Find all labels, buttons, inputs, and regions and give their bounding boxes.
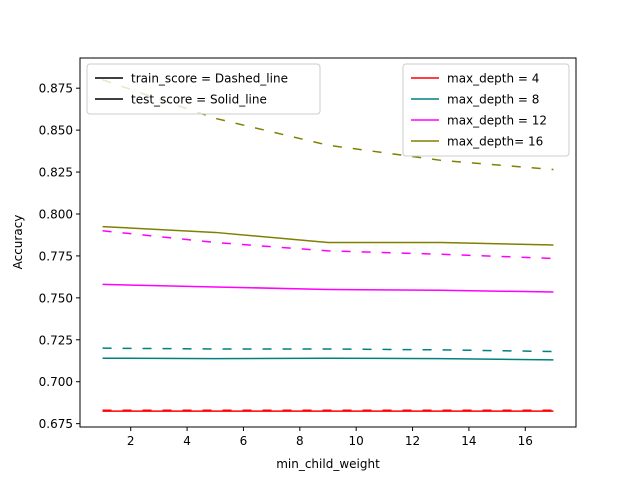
series-line-5: [102, 283, 554, 293]
x-tick-label: 6: [240, 434, 248, 448]
x-tick-label: 4: [183, 434, 191, 448]
y-tick-label: 0.675: [39, 417, 73, 431]
legend-layer: train_score = Dashed_line test_score = So…: [86, 63, 570, 157]
x-tick-label: 10: [349, 434, 364, 448]
legend-line-style-label: train_score = Dashed_line: [131, 72, 288, 86]
legend-max-depth-box: [402, 63, 570, 157]
y-tick-label: 0.850: [39, 124, 73, 138]
series-line-3: [102, 357, 554, 361]
x-tick-label: 12: [405, 434, 420, 448]
series-line-6: [102, 79, 554, 171]
y-tick-label: 0.700: [39, 375, 73, 389]
series-line-7: [102, 225, 554, 246]
axes-frame: [79, 57, 577, 428]
series-line-4: [102, 230, 554, 260]
x-tick-label: 8: [296, 434, 304, 448]
y-tick-label: 0.825: [39, 166, 73, 180]
y-axis-title: Accuracy: [11, 215, 25, 270]
y-tick-label: 0.800: [39, 207, 73, 221]
y-tick-label: 0.725: [39, 333, 73, 347]
series-line-2: [102, 347, 554, 353]
legend-max-depth-label: max_depth = 4: [447, 72, 539, 86]
x-tick-label: 16: [518, 434, 533, 448]
x-tick-label: 2: [127, 434, 135, 448]
x-tick-label: 14: [461, 434, 476, 448]
axes-layer: 2 4 6 8 10 12 14 16 0.675 0.700 0.725 0.750 0.775 0.8…: [39, 57, 577, 448]
y-tick-label: 0.750: [39, 291, 73, 305]
y-tick-label: 0.875: [39, 82, 73, 96]
x-axis-title: min_child_weight: [276, 457, 380, 471]
legend-line-style-box: [86, 63, 321, 115]
y-tick-label: 0.775: [39, 249, 73, 263]
legend-line-style-label: test_score = Solid_line: [131, 93, 267, 107]
legend-max-depth-label: max_depth = 8: [447, 93, 539, 107]
series-layer: [102, 79, 554, 412]
legend-max-depth-label: max_depth= 16: [447, 135, 543, 149]
legend-max-depth-label: max_depth = 12: [447, 114, 547, 128]
